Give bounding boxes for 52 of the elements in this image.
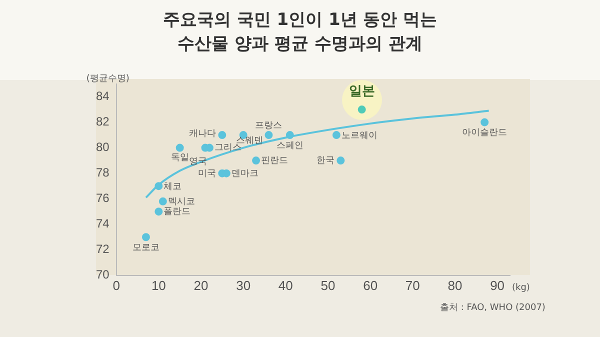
point — [358, 106, 366, 114]
y-tick-label: 70 — [96, 268, 110, 282]
point — [176, 144, 184, 152]
annotation: 스웨덴 — [236, 134, 263, 146]
x-tick-label: 30 — [236, 278, 251, 293]
annotation: 일본 — [348, 82, 375, 100]
x-tick-label: 90 — [490, 278, 505, 293]
point — [218, 131, 226, 140]
annotation: 그리스 — [214, 143, 242, 154]
point — [336, 156, 345, 165]
point — [286, 131, 294, 140]
y-tick-label: 72 — [96, 242, 110, 256]
point — [264, 131, 273, 140]
annotation: 노르웨이 — [341, 130, 378, 142]
point — [252, 156, 260, 165]
y-tick-label: 84 — [96, 89, 110, 104]
x-tick-label: 40 — [278, 278, 293, 293]
y-tick-label: 82 — [96, 114, 110, 129]
x-tick-label: 10 — [151, 278, 166, 293]
point — [480, 118, 489, 126]
point — [154, 208, 163, 216]
annotation: 미국 — [198, 168, 216, 180]
x-tick-label: 20 — [194, 278, 208, 293]
point — [158, 197, 167, 206]
annotation: 멕시코 — [168, 196, 195, 207]
x-tick-label: 60 — [363, 278, 378, 293]
y-tick-label: 74 — [96, 216, 110, 231]
x-tick-label: 70 — [405, 278, 420, 293]
point — [332, 131, 340, 140]
chart-title: 주요국의 국민 1인이 1년 동안 먹는 수산물 양과 평균 수명과의 관계 — [162, 9, 438, 56]
annotation: 프랑스 — [255, 120, 282, 132]
y-tick-label: 76 — [96, 191, 110, 206]
annotation: 스페인 — [276, 140, 304, 152]
annotation: 체코 — [164, 180, 182, 193]
y-tick-label: 80 — [96, 140, 110, 154]
annotation: 캐나다 — [189, 128, 216, 140]
annotation: 덴마크 — [231, 168, 258, 180]
y-axis-title: (평균수명) — [86, 73, 130, 85]
source-note: 출처 : FAO, WHO (2007) — [440, 302, 546, 314]
x-tick-label: 50 — [320, 278, 336, 293]
y-tick-label: 78 — [96, 166, 110, 180]
annotation: 모로코 — [132, 242, 160, 254]
x-tick-label: 80 — [448, 278, 462, 293]
point — [154, 182, 163, 190]
annotation: 아이슬란드 — [462, 126, 508, 139]
annotation: 독일 — [170, 152, 189, 164]
point — [142, 233, 150, 242]
annotation: 폴란드 — [164, 206, 191, 218]
x-axis-title: (kg) — [512, 283, 530, 294]
x-tick-label: 0 — [112, 278, 120, 293]
annotation: 한국 — [316, 155, 335, 168]
annotation: 핀란드 — [261, 155, 288, 168]
